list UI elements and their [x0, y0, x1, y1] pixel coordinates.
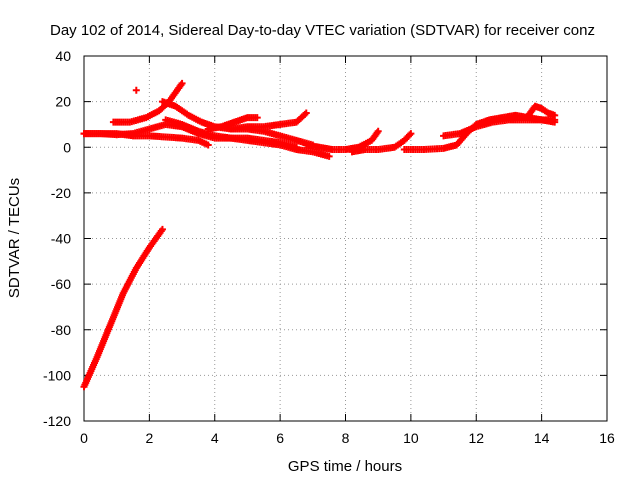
series-trace-descending-arc	[80, 225, 166, 391]
y-tick-label: -60	[51, 276, 71, 292]
data-point-marker	[302, 109, 310, 117]
x-tick-label: 16	[599, 430, 615, 446]
y-tick-label: -80	[51, 322, 71, 338]
data-point-marker	[253, 114, 261, 122]
series-trace-flat-ten	[348, 130, 415, 156]
y-tick-label: -120	[43, 413, 71, 429]
x-axis-title: GPS time / hours	[288, 458, 402, 475]
axis-ticks: 0 2 4 6 8 10 12 14 16 -120 -100 -80 -60 -40 -20 0 20 40	[43, 48, 615, 446]
y-tick-label: -100	[43, 367, 71, 383]
x-tick-label: 4	[211, 430, 219, 446]
data-marks	[80, 79, 559, 391]
series-trace-bump-five	[204, 114, 261, 133]
x-tick-label: 10	[403, 430, 419, 446]
series-trace-late-upper	[440, 116, 559, 140]
data-point-marker	[551, 118, 559, 126]
series-trace-peak-fourteen	[525, 102, 559, 119]
data-point-marker	[204, 141, 212, 149]
data-point-marker	[374, 127, 382, 135]
x-tick-label: 0	[80, 430, 88, 446]
data-point-marker	[178, 79, 186, 87]
data-point-marker	[325, 152, 333, 160]
x-tick-label: 12	[468, 430, 484, 446]
x-tick-label: 2	[145, 430, 153, 446]
data-point-marker	[551, 111, 559, 119]
chart-title: Day 102 of 2014, Sidereal Day-to-day VTE…	[50, 22, 595, 39]
y-axis-title: SDTVAR / TECUs	[6, 178, 23, 298]
series-trace-hump-lower	[162, 116, 300, 151]
series-trace-isolated	[132, 86, 140, 94]
x-tick-label: 8	[342, 430, 350, 446]
series-trace-peak-three	[109, 79, 186, 126]
y-tick-label: 20	[55, 94, 71, 110]
x-tick-label: 14	[534, 430, 550, 446]
y-tick-label: -40	[51, 231, 71, 247]
data-point-marker	[158, 225, 166, 233]
x-tick-label: 6	[276, 430, 284, 446]
series-trace-rise-seven	[227, 109, 310, 133]
y-tick-label: -20	[51, 185, 71, 201]
y-tick-label: 40	[55, 48, 71, 64]
data-point-marker	[292, 143, 300, 151]
data-point-marker	[407, 130, 415, 138]
data-point-marker	[132, 86, 140, 94]
y-tick-label: 0	[63, 139, 71, 155]
